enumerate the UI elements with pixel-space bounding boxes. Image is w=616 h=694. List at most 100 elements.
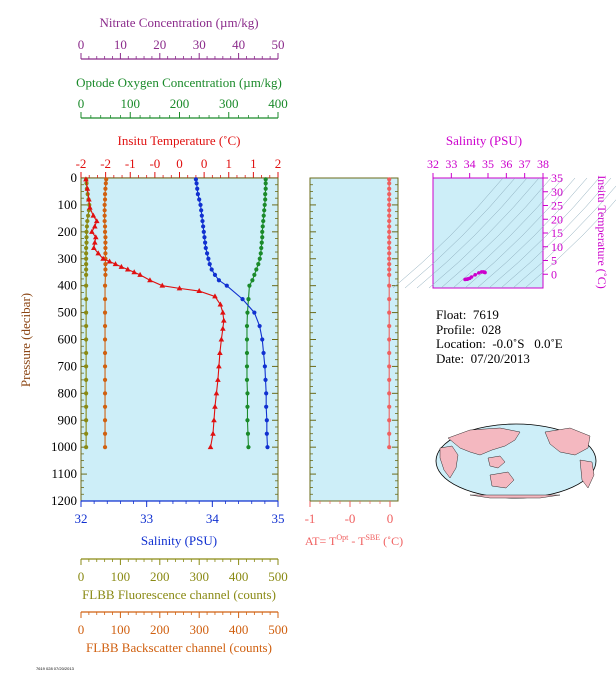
salinity-point	[202, 235, 207, 240]
pressure-tick-label: 300	[58, 251, 78, 266]
ts-y-tick-label: 0	[551, 267, 557, 281]
ts-density-contour	[404, 177, 516, 289]
salinity-point	[201, 224, 206, 229]
backscatter-axis-tick-label: 100	[111, 622, 131, 637]
nitrate-axis-tick-label: 30	[193, 37, 206, 52]
backscatter-point	[102, 431, 108, 436]
backscatter-point	[102, 310, 108, 315]
salinity-axis-tick-label: 35	[272, 511, 285, 526]
pressure-tick-label: 200	[58, 224, 78, 239]
fluorescence-point	[84, 272, 89, 277]
at-title-mid: - T	[348, 534, 366, 548]
backscatter-point	[103, 235, 108, 240]
temperature-point	[221, 317, 227, 323]
fluorescence-point	[85, 218, 90, 224]
oxygen-point	[258, 251, 263, 256]
fluorescence-axis-tick-label: 500	[268, 569, 288, 584]
fluorescence-point	[84, 240, 89, 245]
fluorescence-axis: 0 100 200 300 400 500 FLBB Fluorescence chann…	[78, 558, 288, 602]
ts-density-contour	[488, 177, 600, 289]
salinity-point	[264, 391, 269, 396]
temperature-point	[118, 263, 125, 269]
AT-point	[387, 310, 392, 315]
backscatter-axis: 0 100 200 300 400 500 FLBB Backscatter channe…	[78, 611, 288, 655]
ts-y-tick-label: 15	[551, 226, 563, 240]
salinity-point	[203, 245, 208, 251]
salinity-point	[212, 272, 218, 277]
nitrate-axis-tick-label: 10	[114, 37, 127, 52]
ts-density-contour	[392, 177, 504, 289]
temperature-point	[215, 376, 221, 382]
ts-density-contour	[512, 185, 616, 289]
AT-point	[387, 283, 392, 288]
nitrate-axis-tick-label: 40	[232, 37, 245, 52]
temperature-point	[137, 271, 143, 277]
ts-panel: Salinity (PSU) 32 33 34 35 36 37 3805101520253…	[392, 133, 616, 289]
salinity-point	[197, 197, 202, 202]
AT-point	[387, 323, 392, 329]
backscatter-point	[103, 262, 108, 267]
temperature-point	[220, 325, 226, 331]
ts-density-contour	[524, 199, 616, 289]
backscatter-point	[103, 245, 108, 251]
backscatter-axis-tick-label: 200	[150, 622, 170, 637]
backscatter-point	[102, 229, 108, 234]
temperature-point	[91, 244, 97, 250]
fluorescence-point	[84, 391, 89, 396]
salinity-point	[262, 364, 267, 369]
ts-density-contour	[428, 177, 540, 289]
backscatter-point	[102, 377, 108, 382]
fluorescence-point	[84, 323, 89, 329]
fluorescence-point	[84, 267, 89, 272]
oxygen-point	[246, 445, 251, 450]
ts-density-contour	[464, 177, 576, 289]
fluorescence-point	[84, 283, 89, 288]
salinity-point	[195, 186, 200, 191]
AT-point	[387, 267, 392, 272]
float-info-profile: Profile: 028	[436, 322, 563, 338]
temperature-point	[124, 266, 131, 272]
at-tick-label: -0	[345, 511, 356, 526]
pressure-tick-label: 600	[58, 332, 78, 347]
ts-x-tick-label: 36	[500, 157, 512, 171]
salinity-point	[195, 192, 200, 197]
temperature-point	[93, 218, 100, 224]
ts-y-tick-label: 10	[551, 240, 563, 254]
at-title-sup2: SBE	[365, 533, 380, 542]
pressure-tick-label: 400	[58, 278, 78, 293]
backscatter-point	[102, 208, 107, 213]
AT-point	[387, 208, 392, 213]
fluorescence-point	[84, 350, 89, 356]
salinity-point	[193, 177, 199, 182]
oxygen-axis-ticks: 0 100 200 300 400	[78, 96, 288, 119]
AT-point	[387, 245, 392, 251]
salinity-point	[224, 283, 229, 288]
backscatter-point	[102, 391, 108, 396]
date-label: Date:	[436, 350, 465, 366]
temperature-axis-tick-label: -2	[76, 156, 87, 171]
temperature-point	[211, 417, 217, 423]
float-info-float: Float: 7619	[436, 307, 563, 323]
AT-point	[387, 350, 392, 356]
at-series	[387, 177, 392, 450]
temperature-point	[147, 277, 153, 283]
ts-series	[463, 270, 487, 282]
oxygen-point	[245, 310, 250, 315]
ts-point	[473, 273, 477, 277]
temperature-point	[196, 288, 202, 294]
AT-point	[387, 177, 392, 182]
backscatter-axis-tick-label: 0	[78, 622, 85, 637]
temperature-point	[176, 285, 183, 291]
temperature-point	[159, 282, 166, 288]
pressure-tick-label: 500	[58, 305, 78, 320]
fluorescence-axis-tick-label: 400	[229, 569, 249, 584]
backscatter-axis-tick-label: 400	[229, 622, 249, 637]
at-title-unit: (˚C)	[380, 534, 403, 548]
salinity-axis-ticks: 32 33 34 35	[75, 500, 285, 526]
backscatter-point	[104, 177, 109, 182]
at-axis-title: AT= TOpt - TSBE (˚C)	[305, 533, 403, 548]
oxygen-point	[262, 208, 267, 213]
pressure-tick-label: 900	[58, 412, 78, 427]
salinity-point	[201, 229, 206, 234]
temperature-axis-tick-label: 1	[226, 156, 233, 171]
